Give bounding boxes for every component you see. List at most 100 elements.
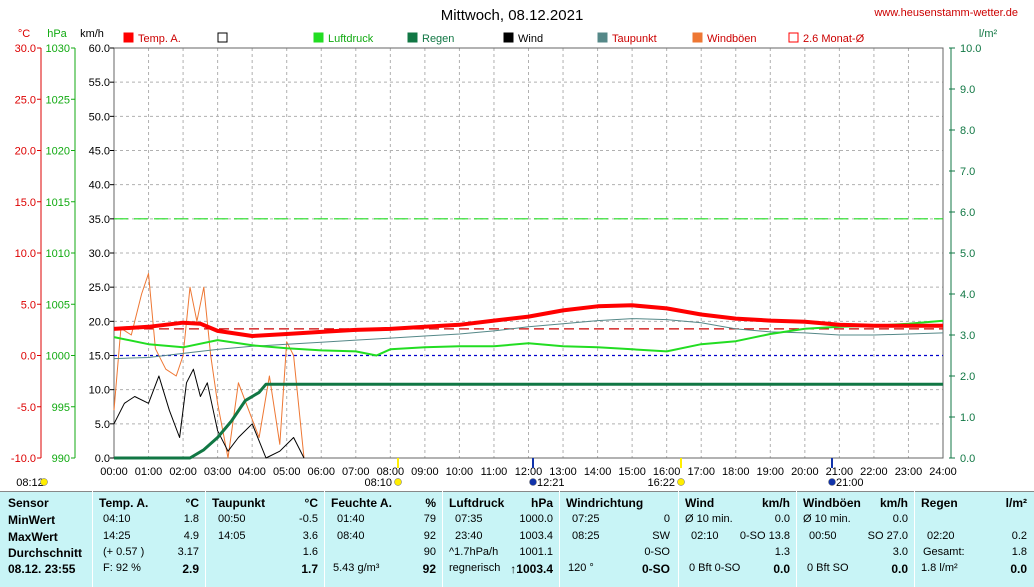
dew-column: Taupunkt °C 00:50 -0.5 14:05 3.6 1.6 1.7 [205, 491, 324, 587]
x-tick-label: 14:00 [584, 466, 612, 478]
site-link[interactable]: www.heusenstamm-wetter.de [873, 7, 1018, 19]
humidity-avg: 90 [423, 546, 436, 558]
direction-max-time: 08:25 [572, 530, 600, 542]
wind-max: 0-SO 13.8 [739, 530, 790, 542]
legend-swatch [692, 32, 703, 43]
rain-avg: 1.8 [1011, 546, 1027, 558]
rain-total-label: Gesamt: [923, 546, 965, 558]
x-tick-label: 06:00 [307, 466, 335, 478]
pressure-axis-tick-label: 990 [52, 453, 70, 465]
temp-unit: °C [185, 496, 199, 510]
pressure-unit: hPa [530, 496, 553, 510]
rain-max: 0.2 [1011, 530, 1027, 542]
wind-unit: km/h [761, 496, 790, 510]
sensor-column: Sensor MinWert MaxWert Durchschnitt 08.1… [0, 491, 91, 587]
legend: Temp. A. Luftdruck Regen Wind Taupunkt Windbö… [123, 32, 865, 45]
temp-axis-tick-label: 5.0 [21, 299, 36, 311]
axis-unit-temp: °C [18, 28, 30, 40]
x-tick-label: 13:00 [549, 466, 577, 478]
wind-axis-tick-label: 30.0 [89, 248, 110, 260]
grid [113, 47, 944, 459]
temp-axis-tick-label: -10.0 [11, 453, 36, 465]
humidity-header: Feuchte A. [331, 496, 392, 510]
sun-icon [394, 478, 402, 486]
wind-header: Wind [685, 496, 715, 510]
rain-header: Regen [921, 496, 958, 510]
wind-axis-tick-label: 20.0 [89, 316, 110, 328]
rain-current: 0.0 [1010, 562, 1027, 576]
temp-axis-tick-label: 20.0 [15, 146, 36, 158]
gust-header: Windböen [803, 496, 861, 510]
min-label: MinWert [8, 513, 56, 527]
x-tick-label: 15:00 [618, 466, 646, 478]
series-line-luftdruck [113, 319, 944, 357]
x-tick-label: 03:00 [204, 466, 232, 478]
rain-axis-tick-label: 8.0 [960, 125, 975, 137]
humidity-max-time: 08:40 [337, 530, 365, 542]
legend-label: Wind [518, 33, 543, 45]
legend-swatch [123, 32, 134, 43]
gust-avg: 3.0 [892, 546, 908, 558]
legend-swatch [788, 32, 799, 43]
temp-axis-tick-label: 0.0 [21, 351, 36, 363]
wind-axis-tick-label: 0.0 [95, 453, 110, 465]
rain-axis-tick-label: 10.0 [960, 43, 981, 55]
wind-min-label: Ø 10 min. [685, 513, 733, 525]
y-axes: 30.0 25.0 20.0 15.0 10.0 5.0 0.0 -5.0 -10.0 1030 1… [11, 43, 982, 465]
dew-current: 1.7 [301, 562, 318, 576]
wind-axis-tick-label: 25.0 [89, 282, 110, 294]
pressure-current: ↑1003.4 [510, 562, 553, 576]
temp-axis-tick-label: 15.0 [15, 197, 36, 209]
temp-column: Temp. A. °C 04:10 1.8 14:25 4.9 (+ 0.57 … [92, 491, 205, 587]
humidity-current: 92 [422, 562, 436, 576]
wind-axis-tick-label: 60.0 [89, 43, 110, 55]
pressure-min: 1000.0 [519, 513, 553, 525]
series-line-wind [113, 368, 305, 459]
x-tick-label: 22:00 [860, 466, 888, 478]
legend-label: 2.6 Monat-Ø [803, 33, 865, 45]
wind-avg: 1.3 [774, 546, 790, 558]
temp-min-time: 04:10 [103, 513, 131, 525]
pressure-axis-tick-label: 1005 [46, 299, 70, 311]
rain-axis-tick-label: 3.0 [960, 330, 975, 342]
sensor-header: Sensor [8, 496, 49, 510]
x-tick-label: 12:00 [515, 466, 543, 478]
legend-label: Regen [422, 33, 454, 45]
dew-min: -0.5 [299, 513, 318, 525]
event-time-label: 16:22 [647, 477, 675, 489]
gust-max: SO 27.0 [867, 530, 908, 542]
rain-axis-tick-label: 9.0 [960, 84, 975, 96]
dew-unit: °C [304, 496, 318, 510]
wind-axis-tick-label: 45.0 [89, 146, 110, 158]
legend-swatch [407, 32, 418, 43]
weather-chart: Mittwoch, 08.12.2021 www.heusenstamm-wet… [11, 7, 1018, 489]
legend-swatch [313, 32, 324, 43]
temp-min: 1.8 [183, 513, 199, 525]
x-tick-label: 16:00 [653, 466, 681, 478]
wind-axis-tick-label: 40.0 [89, 180, 110, 192]
x-tick-label: 24:00 [929, 466, 957, 478]
axis-unit-rain: l/m² [979, 28, 998, 40]
pressure-axis-tick-label: 1010 [46, 248, 70, 260]
event-time-label: 21:00 [836, 477, 864, 489]
wind-axis-tick-label: 15.0 [89, 351, 110, 363]
rain-axis-tick-label: 5.0 [960, 248, 975, 260]
temp-header: Temp. A. [99, 496, 149, 510]
pressure-column: Luftdruck hPa 07:35 1000.0 23:40 1003.4 … [442, 491, 559, 587]
direction-max: SW [652, 530, 670, 542]
humidity-column: Feuchte A. % 01:40 79 08:40 92 90 5.43 g… [324, 491, 442, 587]
temp-avg-delta: (+ 0.57 ) [103, 546, 145, 558]
pressure-max-time: 23:40 [455, 530, 483, 542]
rain-axis-tick-label: 1.0 [960, 412, 975, 424]
date-label: 08.12. 23:55 [8, 562, 76, 576]
legend-label: Temp. A. [138, 33, 181, 45]
x-tick-label: 18:00 [722, 466, 750, 478]
x-tick-label: 04:00 [238, 466, 266, 478]
x-tick-label: 00:00 [100, 466, 128, 478]
wind-axis-tick-label: 5.0 [95, 419, 110, 431]
pressure-avg: 1001.1 [519, 546, 553, 558]
sun-icon [40, 478, 48, 486]
gust-current: 0.0 [891, 562, 908, 576]
rain-axis-tick-label: 6.0 [960, 207, 975, 219]
wind-axis-tick-label: 35.0 [89, 214, 110, 226]
